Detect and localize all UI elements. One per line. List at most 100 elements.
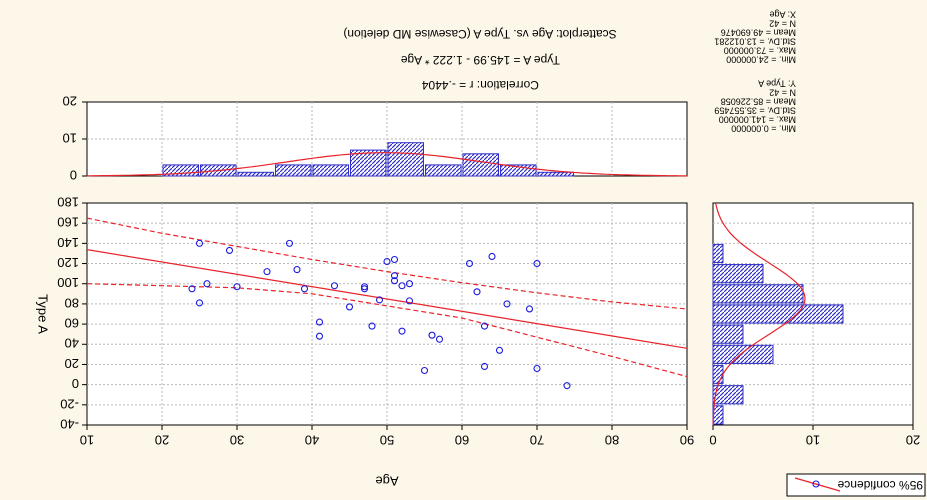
chart-title: Scatterplot: Age vs. Type A (Casewise MD… bbox=[343, 27, 616, 41]
correlation-label: Correlation: r = -.4404 bbox=[421, 78, 538, 92]
confidence-band-upper bbox=[87, 217, 687, 310]
right-histogram-bar bbox=[712, 344, 774, 364]
data-point bbox=[390, 255, 399, 264]
data-point bbox=[375, 296, 384, 304]
y-stats-line: Max. = 141.000000 bbox=[719, 114, 796, 124]
right-hist-tick-label: 10 bbox=[806, 432, 820, 447]
data-point bbox=[525, 305, 534, 313]
top-histogram-bar bbox=[387, 142, 424, 177]
y-stats-line: Y: Type A bbox=[758, 78, 796, 88]
x-tick-label: 90 bbox=[680, 432, 694, 447]
x-tick-label: 80 bbox=[605, 432, 619, 447]
data-point bbox=[495, 346, 504, 354]
data-point bbox=[315, 318, 324, 326]
right-histogram-bar bbox=[712, 304, 844, 324]
right-histogram-bar bbox=[712, 405, 724, 425]
y-tick-label: 40 bbox=[65, 336, 79, 351]
data-point bbox=[503, 300, 511, 308]
data-point bbox=[390, 277, 399, 285]
right-histogram-normal-curve bbox=[712, 202, 806, 425]
y-stats-line: Std.Dv. = 35.557459 bbox=[714, 105, 796, 115]
data-point bbox=[465, 259, 474, 268]
data-point bbox=[188, 285, 196, 293]
x-tick-label: 40 bbox=[305, 432, 319, 447]
data-point bbox=[405, 297, 414, 305]
data-point bbox=[315, 332, 324, 340]
data-point bbox=[420, 366, 429, 375]
data-point bbox=[435, 335, 444, 343]
data-point bbox=[480, 362, 489, 371]
data-point bbox=[285, 239, 294, 247]
x-stats-line: Max. = 73.000000 bbox=[724, 45, 796, 55]
y-tick-label: 100 bbox=[57, 275, 79, 290]
x-stats-line: Min. = 24.000000 bbox=[726, 54, 796, 64]
data-point bbox=[233, 283, 241, 291]
top-histogram-bar bbox=[350, 149, 387, 177]
right-hist-tick-label: 0 bbox=[709, 432, 716, 447]
y-tick-label: -20 bbox=[60, 396, 79, 411]
x-tick-label: 70 bbox=[530, 432, 544, 447]
y-tick-label: 140 bbox=[57, 235, 79, 250]
top-hist-tick-label: 10 bbox=[63, 130, 77, 145]
regression-equation: Type A = 145.99 - 1.222 * Age bbox=[400, 53, 559, 67]
data-point bbox=[390, 272, 399, 280]
x-stats-line: X: Age bbox=[769, 9, 796, 19]
data-point bbox=[383, 257, 391, 266]
data-point bbox=[195, 299, 204, 307]
top-histogram-bar bbox=[462, 153, 499, 177]
data-point bbox=[360, 285, 369, 293]
legend-label: 95% confidence bbox=[837, 478, 923, 492]
y-tick-label: 180 bbox=[57, 194, 79, 209]
regression-line bbox=[87, 249, 687, 349]
y-tick-label: 160 bbox=[57, 215, 79, 230]
legend-point-sample bbox=[812, 480, 820, 488]
top-histogram-bar bbox=[425, 164, 462, 177]
top-histogram-bar bbox=[275, 164, 312, 177]
y-tick-label: 80 bbox=[65, 295, 79, 310]
x-tick-label: 60 bbox=[455, 432, 469, 447]
x-tick-label: 20 bbox=[155, 432, 169, 447]
confidence-band-lower bbox=[87, 283, 687, 378]
data-point bbox=[488, 252, 496, 261]
right-histogram-bar bbox=[712, 324, 744, 344]
legend-line-sample bbox=[794, 477, 841, 492]
top-hist-tick-label: 0 bbox=[70, 167, 77, 182]
x-tick-label: 50 bbox=[380, 432, 394, 447]
data-point bbox=[473, 288, 481, 296]
y-tick-label: 120 bbox=[57, 255, 79, 270]
data-point bbox=[533, 364, 541, 373]
right-histogram-bar bbox=[712, 364, 724, 385]
data-point bbox=[225, 246, 234, 254]
y-axis-label: Type A bbox=[36, 294, 51, 334]
data-point bbox=[330, 282, 339, 290]
x-stats-line: Mean = 49.690476 bbox=[721, 27, 796, 37]
data-point bbox=[345, 303, 354, 311]
legend-box bbox=[786, 473, 926, 497]
top-histogram-normal-curve bbox=[87, 152, 687, 177]
x-stats-line: N = 42 bbox=[769, 18, 796, 28]
right-histogram-bar bbox=[712, 264, 764, 284]
right-histogram-bar bbox=[712, 243, 724, 264]
data-point bbox=[300, 285, 309, 293]
top-hist-tick-label: 20 bbox=[63, 93, 77, 108]
x-stats-line: Std.Dv. = 13.012281 bbox=[714, 36, 796, 46]
data-point bbox=[533, 259, 541, 268]
y-stats-line: N = 42 bbox=[769, 87, 796, 97]
right-histogram-bar bbox=[712, 385, 744, 405]
data-point bbox=[368, 322, 376, 330]
data-point bbox=[203, 280, 211, 288]
y-stats-line: Mean = 85.226058 bbox=[721, 96, 796, 106]
y-stats-line: Min. = 0.000000 bbox=[731, 123, 796, 133]
x-tick-label: 10 bbox=[80, 432, 94, 447]
top-histogram-bar bbox=[537, 171, 574, 177]
data-point bbox=[195, 239, 204, 247]
right-histogram-bar bbox=[712, 284, 804, 304]
data-point bbox=[480, 322, 489, 330]
x-tick-label: 30 bbox=[230, 432, 244, 447]
data-point bbox=[428, 331, 436, 339]
data-point bbox=[398, 282, 406, 290]
y-tick-label: 0 bbox=[72, 376, 79, 391]
y-tick-label: 20 bbox=[65, 356, 79, 371]
